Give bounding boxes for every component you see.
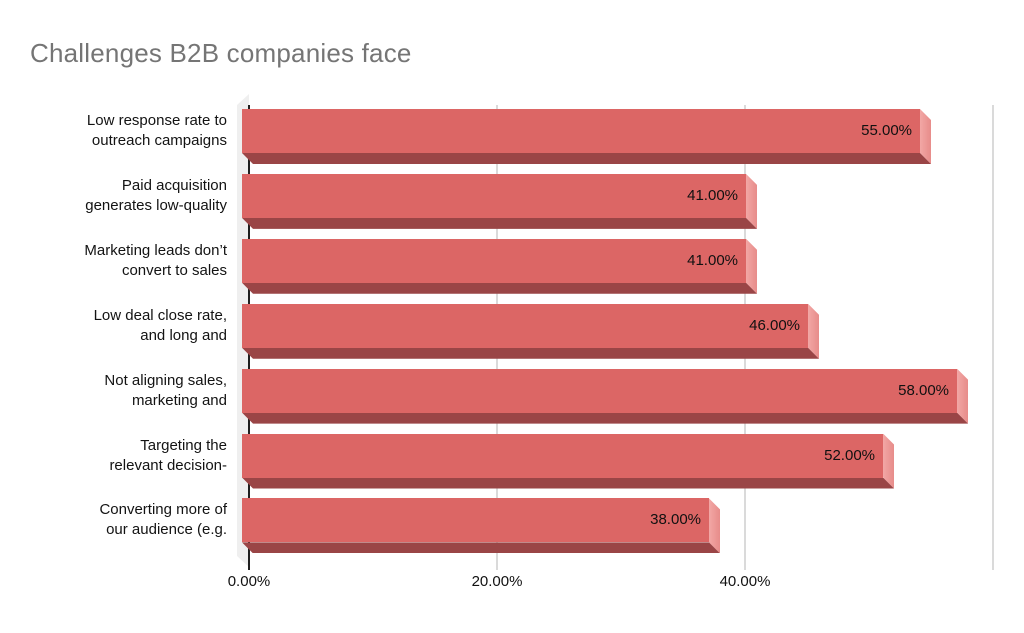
bar: 55.00% (242, 109, 931, 164)
bar-side-face (709, 498, 720, 554)
bar-value-label: 58.00% (898, 381, 949, 399)
category-label: Paid acquisition generates low-quality (85, 176, 227, 214)
bar-bottom-face (242, 153, 931, 164)
x-axis-tick-label: 40.00% (719, 573, 771, 590)
bar: 52.00% (242, 433, 894, 489)
bar-front-face (242, 238, 746, 283)
bar-side-face (883, 433, 894, 489)
bar: 41.00% (242, 238, 757, 294)
bar-value-label: 55.00% (861, 122, 912, 139)
bar-side-face (957, 368, 968, 424)
bar-value-label: 41.00% (687, 251, 738, 269)
bar: 38.00% (242, 498, 720, 554)
bar-front-face (242, 173, 746, 218)
bar-bottom-face (242, 542, 720, 553)
bar-value-label: 41.00% (687, 186, 738, 204)
bar-value-label: 52.00% (824, 446, 875, 464)
bar-front-face (242, 498, 709, 543)
bar-bottom-face (242, 478, 894, 489)
bar: 46.00% (242, 303, 819, 359)
bar-side-face (808, 303, 819, 359)
bar-side-face (920, 109, 931, 164)
x-axis-tick-label: 0.00% (227, 573, 271, 590)
category-label: Low response rate to outreach campaigns (86, 112, 227, 149)
bar-bottom-face (242, 218, 757, 229)
x-axis-tick-label: 20.00% (471, 573, 523, 590)
bar-bottom-face (242, 348, 819, 359)
bar: 58.00% (242, 368, 968, 424)
bar-bottom-face (242, 283, 757, 294)
gridline (992, 105, 994, 570)
bar: 41.00% (242, 173, 757, 229)
category-label: Low deal close rate, and long and (93, 306, 227, 344)
bar-front-face (242, 109, 920, 153)
bar-bottom-face (242, 413, 968, 424)
category-label: Targeting the relevant decision- (109, 436, 227, 474)
category-label: Marketing leads don’t convert to sales (84, 241, 227, 279)
bar-value-label: 38.00% (650, 511, 701, 529)
bar-side-face (746, 173, 757, 229)
bar-front-face (242, 368, 957, 413)
bar-side-face (746, 238, 757, 294)
bar-front-face (242, 303, 808, 348)
category-label: Converting more of our audience (e.g. (99, 501, 227, 539)
bar-value-label: 46.00% (749, 316, 800, 334)
chart-title: Challenges B2B companies face (30, 38, 412, 68)
bar-front-face (242, 433, 883, 478)
category-label: Not aligning sales, marketing and (104, 371, 227, 409)
